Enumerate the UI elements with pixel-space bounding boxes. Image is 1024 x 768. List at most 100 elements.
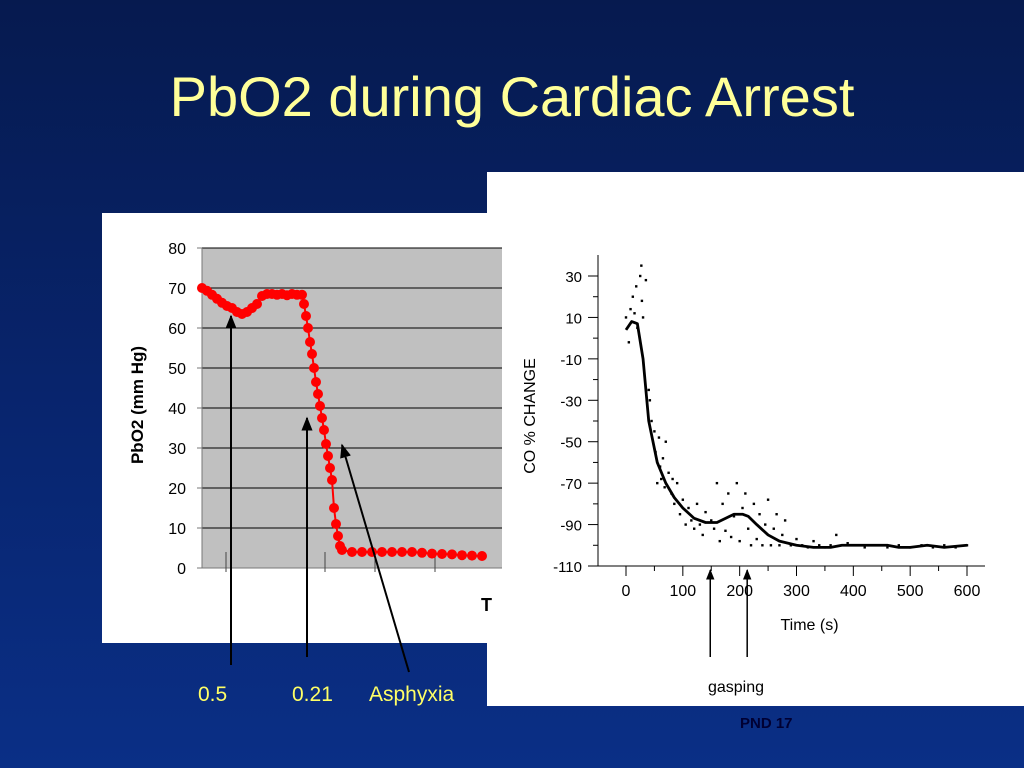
left-data-point (307, 349, 317, 359)
right-x-axis-label: Time (s) (780, 617, 838, 634)
right-data-dot (724, 529, 727, 532)
annotation-fio2-0-5: 0.5 (198, 683, 228, 706)
left-y-axis-label: PbO2 (mm Hg) (128, 346, 147, 464)
right-data-dot (664, 440, 667, 443)
right-data-dot (671, 477, 674, 481)
left-chart: 0 10 20 30 40 50 60 70 80 PbO2 (mm Hg) T (128, 241, 502, 673)
right-x-tick-label: 0 (622, 583, 631, 600)
annotation-fio2-0-21: 0.21 (292, 683, 333, 706)
left-data-point (299, 299, 309, 309)
right-series-line (624, 320, 968, 549)
left-data-point (397, 547, 407, 557)
right-y-tick-label: -110 (553, 559, 582, 576)
right-chart-panel (487, 172, 1024, 706)
left-data-point (447, 549, 457, 560)
right-data-dot (783, 519, 787, 522)
left-y-tick-label: 70 (168, 281, 186, 298)
right-data-dot (667, 471, 670, 474)
right-data-dot (778, 544, 781, 547)
right-data-dot (710, 519, 713, 522)
left-y-tick-label: 30 (168, 441, 186, 458)
left-data-point (327, 475, 337, 485)
right-data-dot (661, 457, 665, 460)
left-data-point (333, 531, 343, 541)
left-data-point (319, 425, 329, 435)
right-data-dot (812, 539, 815, 543)
left-data-point (467, 550, 477, 561)
right-y-tick-label: -70 (560, 476, 582, 493)
annotation-arrow (340, 443, 410, 673)
left-data-point (347, 547, 357, 557)
right-data-dot (657, 436, 661, 439)
right-y-tick-label: 30 (565, 269, 582, 286)
right-data-dot (684, 523, 687, 526)
right-data-dot (647, 388, 650, 392)
right-data-dot (656, 481, 659, 485)
left-data-point (329, 503, 339, 513)
left-data-point (357, 547, 367, 557)
right-data-dot (644, 278, 648, 282)
left-data-point (337, 545, 347, 555)
right-data-dot (624, 316, 628, 319)
right-data-dot (795, 537, 798, 541)
left-data-point (437, 549, 447, 559)
right-data-dot (943, 544, 946, 547)
right-x-tick-label: 600 (954, 583, 981, 600)
right-x-tick-label: 100 (669, 583, 696, 600)
right-y-tick-label: -90 (560, 518, 582, 535)
left-data-point (477, 551, 487, 561)
left-data-point (252, 299, 262, 309)
left-data-point (331, 519, 341, 529)
left-data-point (303, 323, 313, 333)
right-data-dot (690, 519, 693, 522)
right-data-dot (648, 399, 652, 402)
right-data-dot (633, 312, 636, 315)
right-data-dot (863, 546, 866, 549)
right-data-dot (886, 546, 889, 549)
right-data-dot (761, 544, 764, 547)
right-data-dot (755, 537, 758, 541)
right-data-dot (741, 506, 744, 510)
left-data-point (417, 547, 427, 558)
slide-title: PbO2 during Cardiac Arrest (169, 65, 855, 128)
right-data-dot (846, 542, 849, 545)
left-y-tick-label: 50 (168, 361, 186, 378)
left-data-point (305, 337, 315, 347)
left-data-point (427, 548, 437, 559)
left-x-axis-label: T (481, 595, 492, 615)
left-data-point (309, 363, 319, 373)
right-y-axis-label: CO % CHANGE (522, 358, 539, 474)
right-x-tick-label: 400 (840, 583, 867, 600)
left-data-point (313, 389, 323, 399)
right-data-dot (695, 502, 699, 506)
left-data-point (315, 401, 325, 411)
right-data-dot (781, 533, 784, 537)
right-data-dot (735, 481, 739, 485)
right-data-dot (640, 299, 644, 303)
left-y-tick-label: 40 (168, 401, 186, 418)
right-data-dot (744, 492, 747, 495)
left-data-point (377, 547, 387, 557)
right-data-dot (738, 539, 741, 543)
left-y-tick-label: 10 (168, 521, 186, 538)
left-data-point (297, 289, 307, 300)
right-data-dot (631, 295, 635, 298)
right-data-dot (687, 506, 690, 510)
right-y-tick-label: -50 (560, 435, 582, 452)
right-data-dot (766, 498, 770, 501)
right-data-dot (701, 533, 704, 537)
right-data-dot (678, 513, 682, 516)
right-data-dot (769, 544, 773, 547)
annotation-asphyxia: Asphyxia (369, 683, 455, 706)
right-x-tick-label: 300 (783, 583, 810, 600)
right-y-tick-label: -10 (560, 352, 582, 369)
right-y-tick-label: 10 (565, 310, 582, 327)
right-data-dot (627, 341, 631, 344)
right-data-dot (660, 477, 663, 481)
gasping-label: gasping (708, 679, 764, 696)
right-data-dot (663, 486, 666, 489)
left-y-tick-label: 60 (168, 321, 186, 338)
left-data-point (317, 413, 327, 423)
right-data-dot (635, 285, 638, 288)
left-data-point (301, 311, 311, 321)
